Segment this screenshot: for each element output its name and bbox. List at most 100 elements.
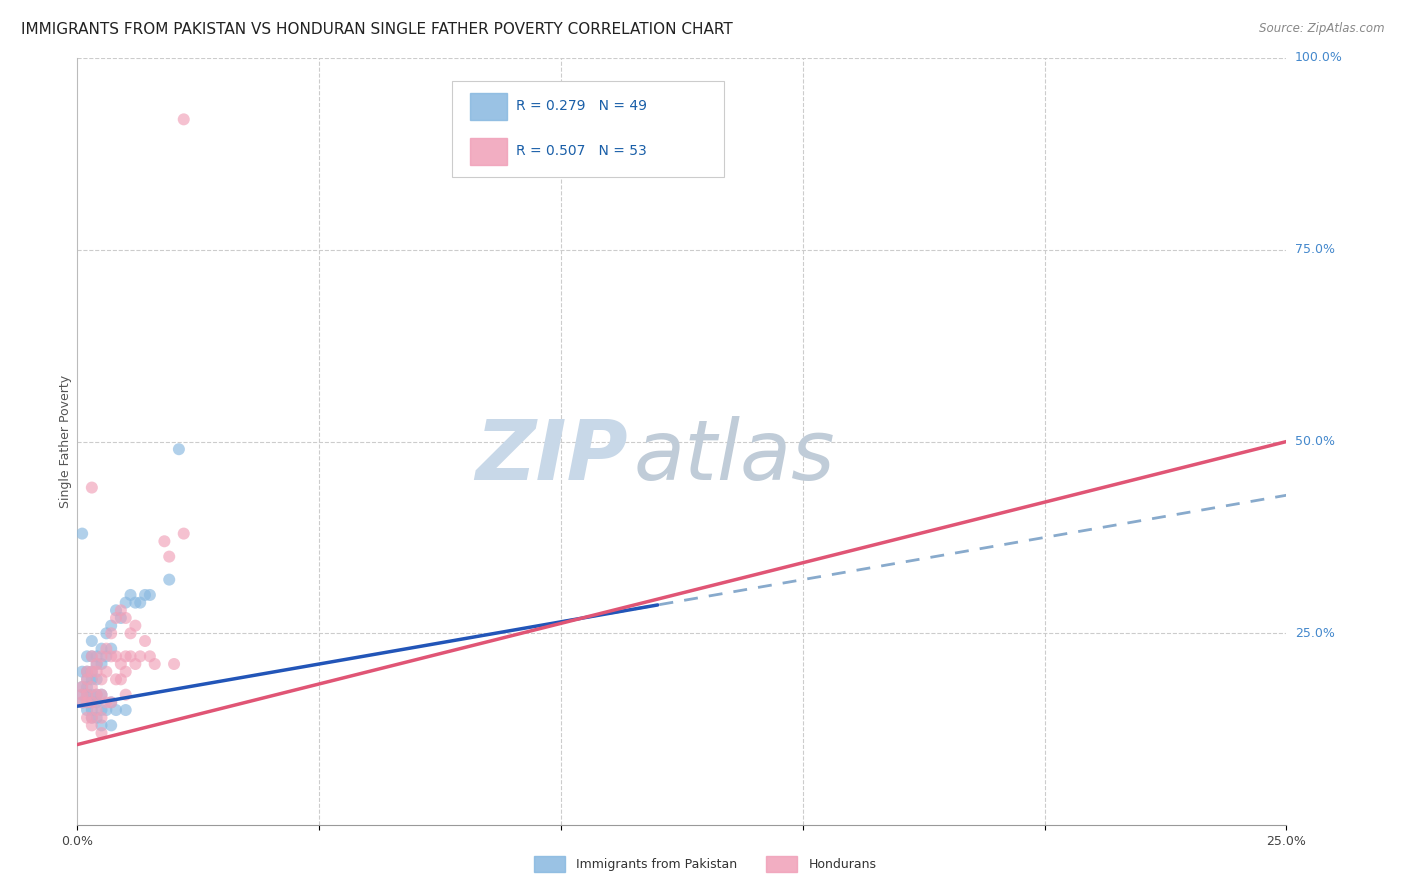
Point — [90, 711, 112, 725]
Point — [90, 718, 112, 732]
Point — [96, 626, 118, 640]
Point — [80, 703, 103, 717]
Point — [90, 688, 112, 702]
Point — [100, 718, 122, 732]
Point — [86, 673, 108, 687]
Text: atlas: atlas — [634, 417, 835, 498]
Point — [139, 649, 162, 664]
Point — [90, 641, 112, 656]
Point — [86, 657, 108, 671]
Point — [80, 665, 103, 679]
Point — [86, 695, 108, 709]
Point — [134, 634, 156, 648]
Text: 25.0%: 25.0% — [1295, 627, 1334, 640]
Text: IMMIGRANTS FROM PAKISTAN VS HONDURAN SINGLE FATHER POVERTY CORRELATION CHART: IMMIGRANTS FROM PAKISTAN VS HONDURAN SIN… — [21, 22, 733, 37]
Point — [80, 649, 103, 664]
Point — [105, 649, 128, 664]
Point — [90, 726, 112, 740]
Point — [100, 641, 122, 656]
Point — [124, 618, 146, 632]
Point — [86, 688, 108, 702]
Point — [120, 649, 142, 664]
Point — [157, 573, 180, 587]
Point — [86, 657, 108, 671]
Point — [129, 649, 152, 664]
Point — [70, 680, 93, 694]
Text: 50.0%: 50.0% — [1295, 435, 1334, 448]
Point — [70, 695, 93, 709]
Point — [105, 703, 128, 717]
Point — [70, 526, 93, 541]
Point — [96, 703, 118, 717]
Point — [80, 718, 103, 732]
Point — [120, 588, 142, 602]
Point — [100, 695, 122, 709]
Point — [90, 657, 112, 671]
Point — [76, 665, 98, 679]
Point — [114, 596, 136, 610]
Point — [80, 649, 103, 664]
Point — [96, 695, 118, 709]
Point — [80, 665, 103, 679]
Point — [167, 442, 190, 457]
Point — [114, 649, 136, 664]
Point — [143, 657, 166, 671]
Text: Source: ZipAtlas.com: Source: ZipAtlas.com — [1260, 22, 1385, 36]
Point — [80, 481, 103, 495]
Point — [96, 641, 118, 656]
FancyBboxPatch shape — [453, 81, 724, 177]
Point — [76, 673, 98, 687]
Point — [86, 688, 108, 702]
Point — [76, 695, 98, 709]
Point — [90, 688, 112, 702]
Point — [80, 688, 103, 702]
Point — [110, 603, 132, 617]
Point — [76, 649, 98, 664]
Point — [100, 695, 122, 709]
Point — [90, 703, 112, 717]
Bar — [470, 137, 506, 165]
Point — [80, 634, 103, 648]
Point — [80, 695, 103, 709]
Point — [105, 603, 128, 617]
Point — [114, 688, 136, 702]
Point — [124, 657, 146, 671]
Bar — [470, 94, 506, 120]
Point — [100, 618, 122, 632]
Point — [80, 680, 103, 694]
Point — [76, 673, 98, 687]
Point — [86, 665, 108, 679]
Point — [153, 534, 176, 549]
Text: R = 0.279   N = 49: R = 0.279 N = 49 — [516, 99, 647, 113]
Point — [100, 626, 122, 640]
Point — [120, 626, 142, 640]
Text: 100.0%: 100.0% — [1295, 52, 1343, 64]
Point — [70, 688, 93, 702]
Point — [110, 611, 132, 625]
Point — [70, 680, 93, 694]
Point — [90, 649, 112, 664]
Point — [80, 695, 103, 709]
Point — [76, 688, 98, 702]
Y-axis label: Single Father Poverty: Single Father Poverty — [59, 375, 72, 508]
Point — [105, 673, 128, 687]
Point — [86, 703, 108, 717]
Text: Hondurans: Hondurans — [808, 858, 876, 871]
Text: R = 0.507   N = 53: R = 0.507 N = 53 — [516, 144, 647, 158]
Point — [129, 596, 152, 610]
Point — [80, 673, 103, 687]
Point — [76, 703, 98, 717]
Point — [139, 588, 162, 602]
Point — [76, 711, 98, 725]
Point — [70, 695, 93, 709]
Point — [76, 688, 98, 702]
Point — [80, 711, 103, 725]
Point — [90, 673, 112, 687]
Point — [173, 526, 195, 541]
Point — [80, 711, 103, 725]
Point — [114, 665, 136, 679]
Point — [110, 673, 132, 687]
Point — [70, 688, 93, 702]
Point — [76, 665, 98, 679]
Point — [86, 711, 108, 725]
